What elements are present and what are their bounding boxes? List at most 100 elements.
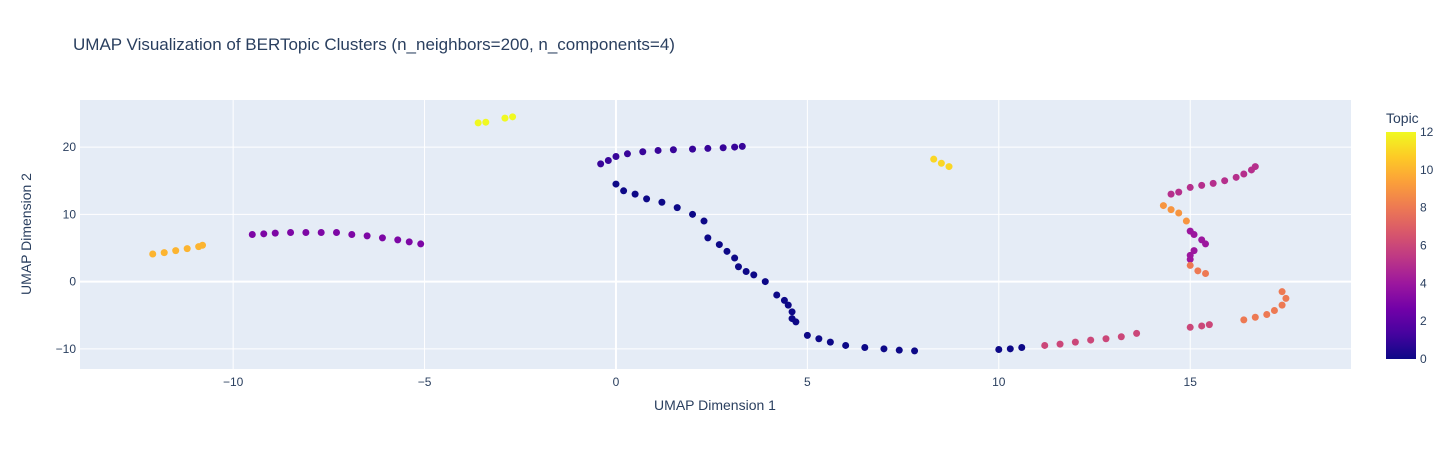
data-point-topic-9	[1167, 206, 1175, 214]
data-point-topic-3	[394, 236, 402, 244]
colorbar-tick-label: 6	[1420, 239, 1427, 253]
y-tick-label: −10	[56, 342, 77, 356]
data-point-topic-1	[719, 144, 727, 152]
x-tick-label: 0	[613, 375, 620, 389]
data-point-topic-4	[1202, 240, 1210, 248]
data-point-topic-8	[1186, 261, 1194, 269]
data-point-topic-5	[1240, 170, 1248, 178]
plot-area	[80, 100, 1351, 369]
data-point-topic-1	[654, 146, 662, 154]
data-point-topic-0	[673, 204, 681, 212]
data-point-topic-6	[1205, 321, 1213, 329]
data-point-topic-0	[773, 291, 781, 299]
data-point-topic-0	[731, 254, 739, 262]
data-point-topic-1	[597, 160, 605, 168]
data-point-topic-0	[704, 234, 712, 242]
data-point-topic-5	[1175, 188, 1183, 196]
data-point-topic-1	[612, 152, 620, 160]
data-point-topic-3	[260, 230, 268, 238]
x-axis-title: UMAP Dimension 1	[654, 397, 776, 413]
x-tick-label: −10	[223, 375, 244, 389]
data-point-topic-3	[287, 228, 295, 236]
data-point-topic-9	[1182, 217, 1190, 225]
data-point-topic-6	[1056, 340, 1064, 348]
colorbar: Topic 0 2 4 6 8 10 12	[1386, 110, 1434, 366]
data-point-topic-1	[731, 143, 739, 151]
data-point-topic-0	[895, 346, 903, 354]
data-point-topic-5	[1232, 173, 1240, 181]
data-point-topic-9	[1159, 202, 1167, 210]
data-point-topic-3	[363, 232, 371, 240]
data-point-topic-5	[1209, 179, 1217, 187]
colorbar-tick-label: 8	[1420, 201, 1427, 215]
data-point-topic-6	[1198, 322, 1206, 330]
data-point-topic-6	[1087, 336, 1095, 344]
y-axis-ticks: −10 0 10 20	[56, 140, 77, 356]
data-point-topic-6	[1133, 329, 1141, 337]
data-point-topic-0	[750, 271, 758, 279]
data-point-topic-0	[803, 331, 811, 339]
x-tick-label: −5	[418, 375, 432, 389]
colorbar-gradient	[1386, 132, 1416, 359]
data-point-topic-0	[995, 345, 1003, 353]
data-point-topic-0	[761, 278, 769, 286]
data-point-topic-1	[689, 145, 697, 153]
data-point-topic-0	[784, 301, 792, 309]
data-point-topic-0	[861, 343, 869, 351]
data-point-topic-3	[302, 228, 310, 236]
x-tick-label: 10	[992, 375, 1006, 389]
data-point-topic-8	[1278, 301, 1286, 309]
data-point-topic-4	[1190, 247, 1198, 255]
data-point-topic-8	[1278, 288, 1286, 296]
data-point-topic-5	[1221, 177, 1229, 185]
data-point-topic-12	[509, 113, 517, 121]
chart-title: UMAP Visualization of BERTopic Clusters …	[73, 35, 675, 54]
data-point-topic-0	[826, 338, 834, 346]
data-point-topic-0	[689, 210, 697, 218]
data-point-topic-1	[604, 157, 612, 165]
data-point-topic-12	[474, 119, 482, 127]
data-point-topic-1	[639, 148, 647, 156]
data-point-topic-8	[1251, 313, 1259, 321]
data-point-topic-1	[704, 144, 712, 152]
data-point-topic-12	[501, 114, 509, 122]
colorbar-tick-label: 2	[1420, 314, 1427, 328]
data-point-topic-5	[1167, 190, 1175, 198]
data-point-topic-5	[1198, 181, 1206, 189]
data-point-topic-1	[738, 142, 746, 150]
data-point-topic-6	[1186, 323, 1194, 331]
colorbar-tick-label: 10	[1420, 163, 1434, 177]
data-point-topic-8	[1202, 270, 1210, 278]
data-point-topic-5	[1186, 183, 1194, 191]
data-point-topic-6	[1071, 338, 1079, 346]
data-point-topic-0	[643, 195, 651, 203]
data-point-topic-3	[417, 240, 425, 248]
data-point-topic-0	[842, 341, 850, 349]
data-point-topic-1	[623, 150, 631, 158]
data-point-topic-0	[612, 180, 620, 188]
data-point-topic-0	[700, 217, 708, 225]
data-point-topic-6	[1117, 333, 1125, 341]
data-point-topic-10	[149, 250, 157, 258]
data-point-topic-0	[742, 267, 750, 275]
data-point-topic-0	[792, 318, 800, 326]
data-point-topic-0	[1018, 343, 1026, 351]
data-point-topic-0	[780, 296, 788, 304]
data-point-topic-4	[1186, 255, 1194, 263]
data-point-topic-3	[405, 238, 413, 246]
colorbar-tick-label: 12	[1420, 125, 1434, 139]
data-point-topic-0	[788, 308, 796, 316]
data-point-topic-9	[1175, 209, 1183, 217]
data-point-topic-11	[945, 163, 953, 171]
x-axis-ticks: −10 −5 0 5 10 15	[223, 375, 1197, 389]
x-tick-label: 5	[804, 375, 811, 389]
data-point-topic-1	[669, 146, 677, 154]
y-axis-title: UMAP Dimension 2	[18, 173, 34, 295]
y-tick-label: 0	[69, 275, 76, 289]
data-point-topic-10	[160, 249, 168, 257]
data-point-topic-6	[1041, 341, 1049, 349]
data-point-topic-3	[317, 228, 325, 236]
colorbar-title: Topic	[1386, 110, 1419, 126]
data-point-topic-3	[348, 231, 356, 238]
data-point-topic-0	[734, 263, 742, 271]
